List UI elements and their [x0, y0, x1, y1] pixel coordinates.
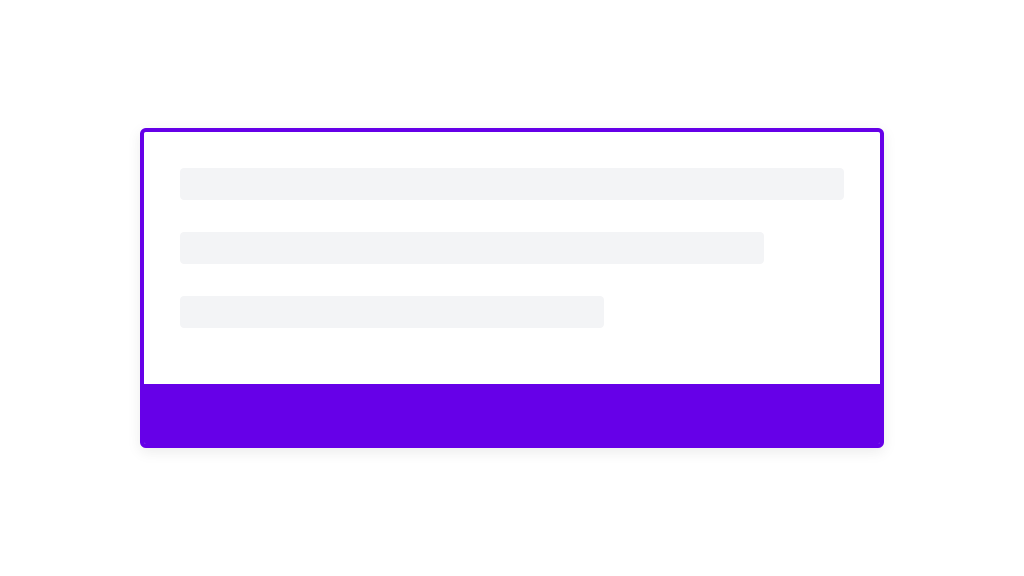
skeleton-line: [180, 168, 844, 200]
card-footer: [144, 384, 880, 444]
skeleton-line: [180, 296, 604, 328]
skeleton-line: [180, 232, 764, 264]
loading-card: [140, 128, 884, 448]
